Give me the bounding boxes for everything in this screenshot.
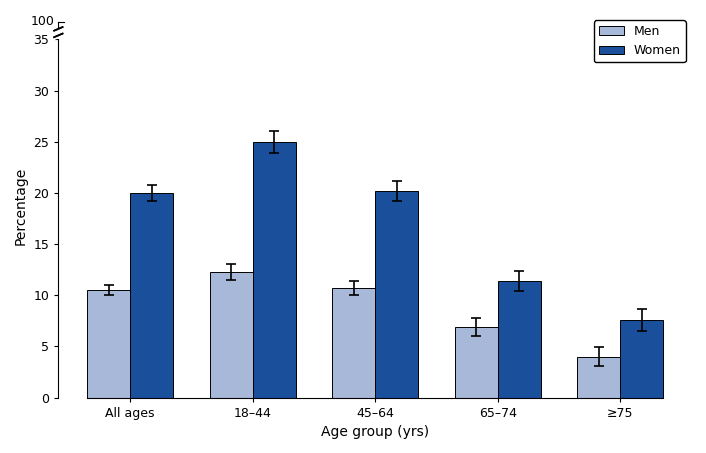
Bar: [253, 142, 296, 398]
Bar: [130, 193, 173, 398]
Text: 100: 100: [31, 15, 55, 28]
Bar: [87, 290, 130, 398]
Bar: [375, 191, 418, 398]
Y-axis label: Percentage: Percentage: [14, 167, 28, 245]
Bar: [210, 272, 253, 398]
Legend: Men, Women: Men, Women: [594, 20, 686, 63]
Bar: [578, 357, 621, 398]
Bar: [455, 327, 498, 398]
Bar: [621, 320, 664, 398]
X-axis label: Age group (yrs): Age group (yrs): [321, 425, 429, 439]
Bar: [333, 288, 375, 398]
Bar: [498, 281, 541, 398]
